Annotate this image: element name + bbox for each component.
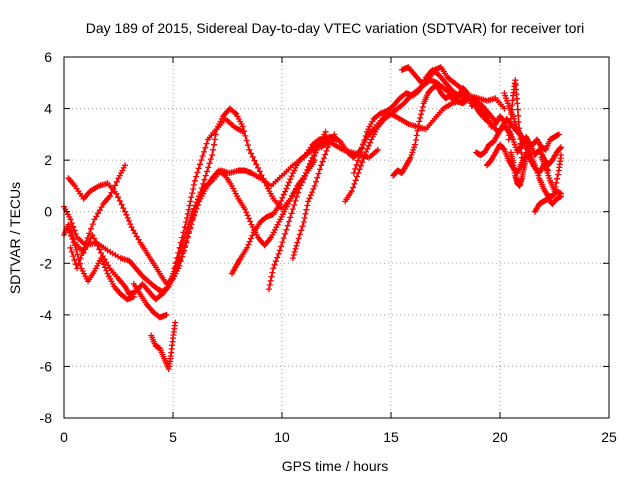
series-layer [61, 64, 564, 372]
series-pass-23 [531, 193, 564, 215]
y-tick-label: -6 [40, 358, 53, 374]
series-pass-7 [148, 319, 179, 372]
y-tick-label: 0 [44, 204, 52, 220]
chart-title: Day 189 of 2015, Sidereal Day-to-day VTE… [86, 20, 585, 36]
y-tick-label: 4 [44, 101, 52, 117]
plot-frame [63, 56, 610, 419]
series-markers [67, 162, 128, 272]
y-tick-label: 6 [44, 49, 52, 65]
y-tick-label: -8 [40, 410, 53, 426]
x-tick-label: 10 [274, 429, 290, 445]
tick-label-layer: 0 5 10 15 20 25 -8 -6 -4 -2 0 2 4 6 [40, 49, 617, 445]
x-tick-label: 25 [601, 429, 617, 445]
y-tick-label: -2 [40, 255, 53, 271]
series-markers [265, 128, 329, 293]
series-pass-11 [289, 131, 338, 262]
series-markers [130, 280, 170, 321]
y-axis-label: SDTVAR / TECUs [7, 182, 23, 294]
series-pass-24 [538, 152, 564, 195]
tick-layer [63, 56, 610, 419]
x-tick-label: 5 [169, 429, 177, 445]
series-pass-6 [130, 280, 170, 321]
y-tick-label: 2 [44, 152, 52, 168]
series-markers [475, 100, 564, 169]
series-markers [538, 152, 564, 195]
y-tick-label: -4 [40, 307, 53, 323]
series-markers [65, 226, 137, 303]
series-pass-22 [507, 149, 530, 189]
series-markers [531, 193, 564, 215]
x-tick-label: 0 [60, 429, 68, 445]
series-pass-21 [505, 77, 525, 161]
series-pass-16 [398, 64, 471, 97]
x-tick-label: 15 [383, 429, 399, 445]
series-markers [505, 77, 525, 161]
series-markers [398, 64, 471, 97]
x-tick-label: 20 [492, 429, 508, 445]
x-axis-label: GPS time / hours [282, 458, 389, 474]
series-pass-10 [265, 128, 329, 293]
series-pass-5 [65, 226, 137, 303]
series-markers [507, 149, 530, 189]
series-markers [148, 319, 179, 372]
